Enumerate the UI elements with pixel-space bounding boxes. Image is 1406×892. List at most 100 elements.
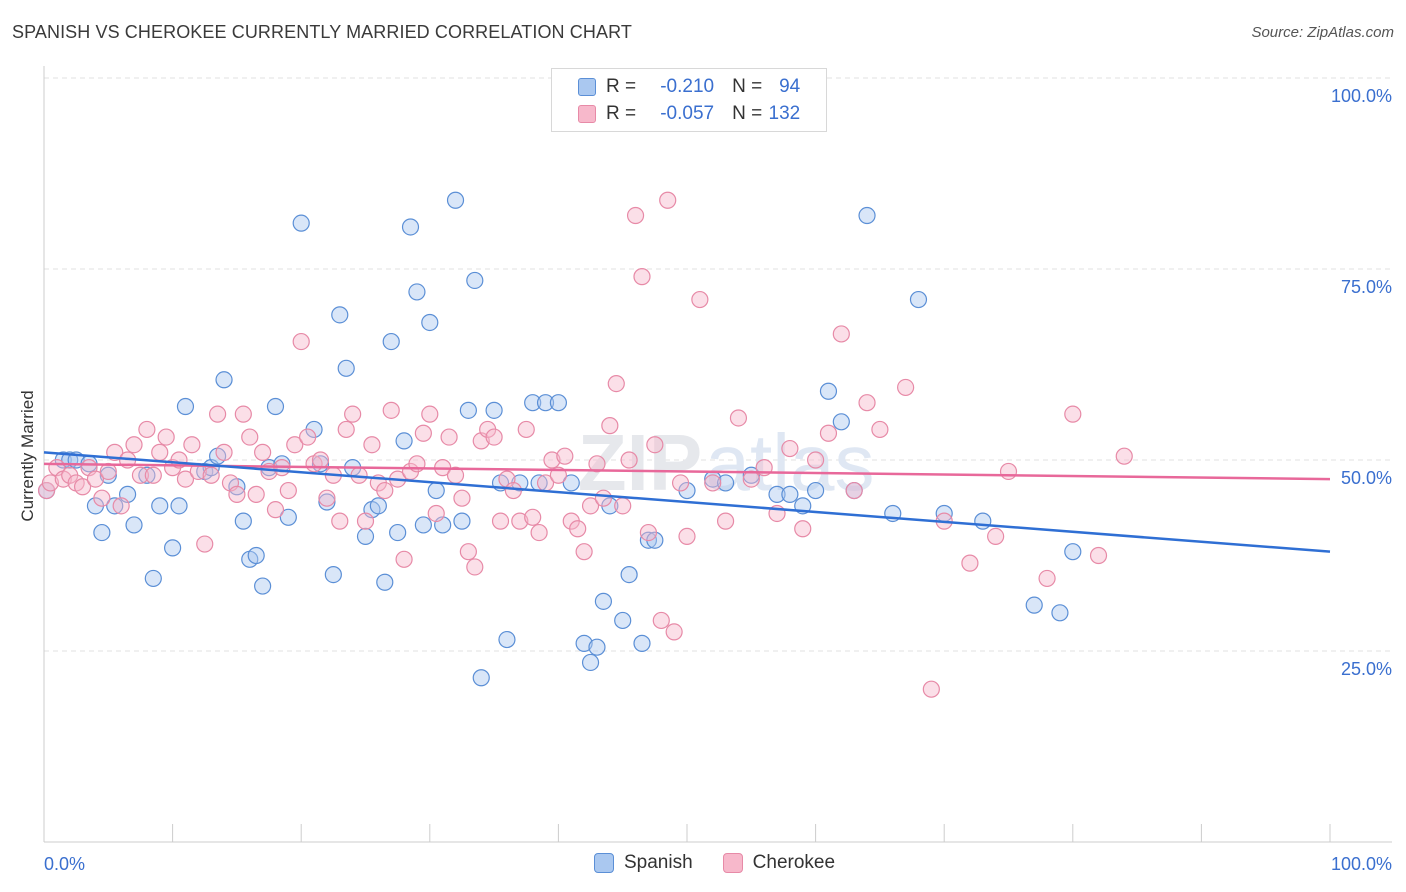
legend-item-spanish: Spanish: [594, 852, 693, 874]
spanish-point: [549, 394, 568, 412]
cherokee-point: [819, 424, 838, 442]
spanish-point: [588, 638, 606, 656]
spanish-swatch: [594, 853, 614, 873]
cherokee-point: [344, 405, 362, 423]
r-value: -0.057: [660, 103, 715, 124]
spanish-point: [376, 573, 394, 591]
spanish-point: [369, 497, 387, 515]
cherokee-point: [543, 451, 561, 469]
cherokee-point: [183, 436, 201, 454]
cherokee-point: [93, 489, 111, 507]
x-tick-label: 100.0%: [1331, 854, 1392, 874]
cherokee-point: [729, 409, 748, 427]
spanish-point: [459, 401, 477, 419]
cherokee-point: [633, 268, 651, 286]
spanish-point: [498, 630, 516, 649]
spanish-point: [279, 508, 297, 526]
r-value: -0.210: [660, 76, 715, 97]
cherokee-point: [125, 436, 143, 454]
spanish-point: [247, 546, 265, 565]
n-label: N =: [732, 76, 763, 97]
cherokee-point: [845, 481, 863, 500]
n-value: 94: [779, 76, 801, 97]
cherokee-point: [286, 436, 304, 454]
cherokee-point: [228, 485, 246, 503]
cherokee-point: [961, 554, 979, 572]
cherokee-point: [254, 443, 272, 461]
spanish-point: [356, 527, 375, 546]
cherokee-point: [659, 191, 677, 209]
cherokee-point: [337, 420, 355, 439]
cherokee-point: [594, 489, 613, 507]
cherokee-point: [511, 512, 529, 530]
cherokee-point: [459, 543, 477, 561]
cherokee-point: [466, 558, 484, 576]
cherokee-swatch: [578, 105, 596, 123]
spanish-point: [446, 191, 465, 209]
cherokee-point: [414, 424, 432, 442]
y-tick-label: 25.0%: [1341, 659, 1392, 679]
cherokee-point: [569, 520, 587, 538]
spanish-point: [614, 611, 632, 630]
correlation-legend: R = -0.210 N = 94 R = -0.057 N = 132: [551, 68, 827, 132]
cherokee-point: [144, 466, 162, 484]
cherokee-point: [1064, 405, 1082, 423]
cherokee-point: [382, 401, 400, 419]
spanish-point: [215, 371, 233, 389]
cherokee-point: [620, 451, 638, 469]
spanish-point: [151, 497, 169, 515]
spanish-point: [1051, 604, 1069, 622]
spanish-point: [254, 577, 272, 595]
legend-label-spanish: Spanish: [624, 852, 693, 873]
cherokee-point: [1115, 447, 1133, 465]
spanish-point: [395, 432, 413, 450]
cherokee-point: [626, 206, 645, 225]
cherokee-point: [671, 474, 690, 492]
cherokee-point: [1038, 569, 1056, 588]
cherokee-swatch: [722, 853, 743, 873]
cherokee-point: [318, 489, 336, 507]
spanish-point: [331, 306, 349, 324]
chart-title: SPANISH VS CHEROKEE CURRENTLY MARRIED CO…: [12, 22, 632, 42]
cherokee-point: [639, 523, 658, 542]
r-label: R =: [606, 103, 637, 124]
cherokee-point: [665, 623, 683, 641]
spanish-point: [819, 382, 838, 400]
cherokee-point: [247, 485, 265, 503]
cherokee-point: [356, 512, 375, 530]
spanish-point: [176, 397, 195, 416]
cherokee-point: [832, 325, 850, 343]
cherokee-point: [196, 535, 214, 553]
spanish-point: [292, 214, 310, 232]
spanish-point: [138, 466, 156, 484]
cherokee-point: [530, 523, 548, 542]
spanish-point: [633, 634, 651, 652]
cherokee-point: [999, 462, 1018, 481]
spanish-swatch: [578, 78, 596, 96]
spanish-point: [324, 565, 342, 584]
cherokee-point: [376, 481, 394, 500]
cherokee-point: [794, 520, 812, 538]
spanish-point: [421, 313, 439, 332]
r-label: R =: [606, 76, 637, 97]
spanish-point: [318, 493, 336, 511]
spanish-point: [453, 512, 471, 530]
spanish-point: [716, 474, 735, 492]
cherokee-point: [395, 550, 413, 568]
spanish-point: [408, 283, 426, 301]
spanish-point: [266, 397, 285, 416]
cherokee-point: [279, 481, 297, 500]
cherokee-point: [987, 527, 1005, 546]
x-tick-label: 0.0%: [44, 854, 85, 874]
spanish-point: [485, 401, 503, 419]
cherokee-point: [331, 512, 349, 530]
cherokee-point: [781, 439, 799, 458]
spanish-point: [594, 592, 613, 610]
spanish-point: [620, 565, 638, 584]
cherokee-point: [112, 497, 130, 515]
spanish-point: [125, 516, 143, 534]
cherokee-point: [299, 428, 317, 446]
spanish-point: [389, 523, 407, 542]
spanish-point: [414, 516, 432, 534]
n-label: N =: [732, 103, 763, 124]
